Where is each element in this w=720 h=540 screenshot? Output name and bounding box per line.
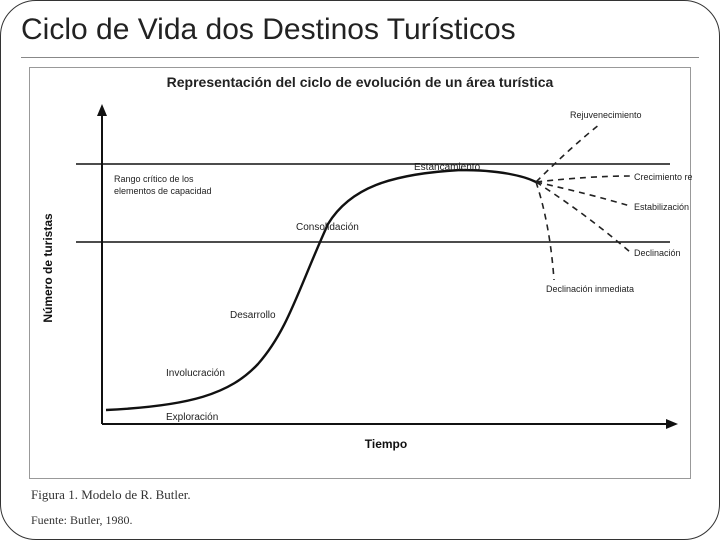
- slide-title: Ciclo de Vida dos Destinos Turísticos: [21, 13, 699, 47]
- x-axis-label: Tiempo: [365, 437, 407, 451]
- title-rule: [21, 57, 699, 58]
- slide-frame: Ciclo de Vida dos Destinos Turísticos Re…: [0, 0, 720, 540]
- branch-label-decline: Declinación: [634, 248, 681, 258]
- branch-label-stabilization: Estabilización: [634, 202, 689, 212]
- stage-label-exploration: Exploración: [166, 412, 218, 423]
- stage-label-consolidation: Consolidación: [296, 222, 359, 233]
- chart-title: Representación del ciclo de evolución de…: [30, 74, 690, 90]
- y-axis-label: Número de turistas: [41, 213, 55, 323]
- figure-caption: Figura 1. Modelo de R. Butler.: [31, 487, 191, 503]
- branch-stabilization: [536, 182, 630, 206]
- stage-label-stagnation: Estancamiento: [414, 162, 481, 173]
- branch-label-immediate_decline: Declinación inmediata: [546, 284, 634, 294]
- critical-range-line1: Rango crítico de los: [114, 174, 194, 184]
- critical-range-line2: elementos de capacidad: [114, 186, 212, 196]
- stage-label-involvement: Involucración: [166, 368, 225, 379]
- branch-immediate_decline: [536, 182, 554, 280]
- y-axis-arrow: [97, 104, 107, 116]
- stage-label-development: Desarrollo: [230, 310, 276, 321]
- branch-label-reduced_growth: Crecimiento reducido: [634, 172, 692, 182]
- butler-lifecycle-chart: Número de turistas Rango crítico de los el…: [30, 94, 692, 474]
- branch-rejuvenation: [536, 124, 600, 182]
- figure-frame: Representación del ciclo de evolución de…: [29, 67, 691, 479]
- branch-reduced_growth: [536, 176, 630, 182]
- branch-label-rejuvenation: Rejuvenecimiento: [570, 110, 642, 120]
- figure-source: Fuente: Butler, 1980.: [31, 513, 133, 528]
- x-axis-arrow: [666, 419, 678, 429]
